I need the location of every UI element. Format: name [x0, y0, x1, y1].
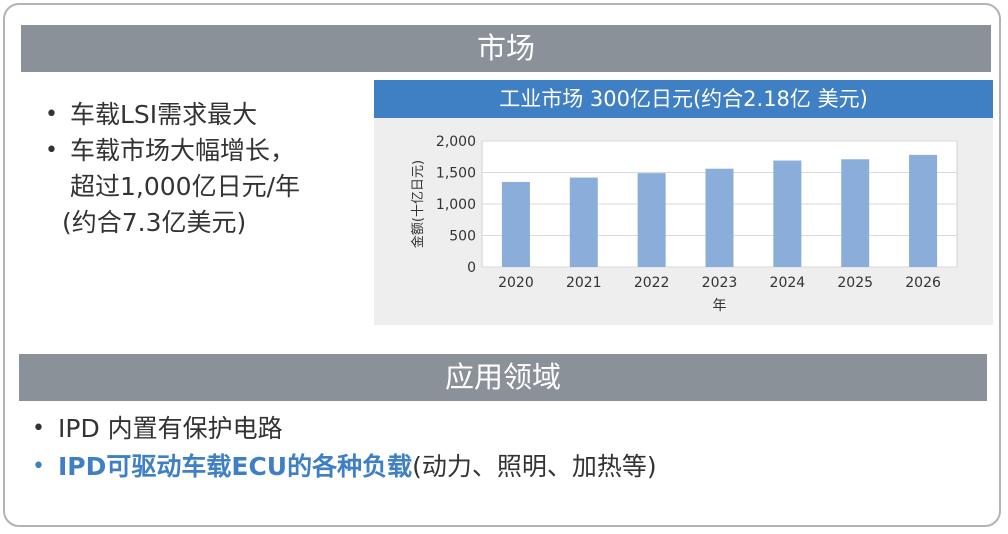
x-tick-label: 2024 [770, 275, 806, 291]
bar-2021 [569, 177, 598, 267]
market-bullet-2-line3: (约合7.3亿美元) [62, 208, 247, 237]
x-tick-label: 2021 [566, 275, 602, 291]
x-tick-label: 2025 [837, 275, 873, 291]
market-bullet-2-line2: 超过1,000亿日元/年 [70, 172, 300, 201]
bullet-dot: • [32, 454, 45, 479]
y-axis-label: 金额(十亿日元) [410, 160, 426, 248]
y-tick-label: 500 [449, 229, 476, 245]
bullet-dot: • [45, 138, 58, 163]
market-bullet-1-text: 车载LSI需求最大 [70, 100, 258, 129]
x-tick-label: 2023 [702, 275, 738, 291]
y-tick-label: 0 [467, 260, 476, 276]
applications-bullet-1: • IPD 内置有保护电路 [30, 410, 657, 448]
applications-bullet-2-highlight: IPD可驱动车载ECU的各种负载 [58, 452, 413, 481]
applications-bullet-2-rest: (动力、照明、加热等) [412, 452, 657, 481]
industrial-market-chart: 0 500 1,000 1,500 2,000 2020 2021 2022 2023 2024… [374, 80, 993, 325]
x-tick-label: 2022 [634, 275, 670, 291]
market-section-title: 市场 [21, 25, 991, 72]
x-tick-label: 2020 [498, 275, 534, 291]
bullet-dot: • [32, 416, 45, 441]
bar-2025 [841, 159, 870, 267]
y-axis-ticks: 0 500 1,000 1,500 2,000 [436, 134, 476, 276]
market-bullet-2: • 车载市场大幅增长， 超过1,000亿日元/年 (约合7.3亿美元) [40, 133, 300, 241]
x-axis-ticks: 2020 2021 2022 2023 2024 2025 2026 [498, 275, 941, 291]
applications-section-title: 应用领域 [19, 354, 987, 401]
market-bullet-1: • 车载LSI需求最大 [40, 97, 300, 133]
applications-bullet-list: • IPD 内置有保护电路 • IPD可驱动车载ECU的各种负载(动力、照明、加… [30, 410, 657, 486]
y-tick-label: 2,000 [436, 134, 476, 150]
bar-series [501, 154, 938, 267]
applications-bullet-2: • IPD可驱动车载ECU的各种负载(动力、照明、加热等) [30, 448, 657, 486]
y-tick-label: 1,000 [436, 197, 476, 213]
bar-2023 [705, 168, 734, 267]
chart-title: 工业市场 300亿日元(约合2.18亿 美元) [374, 80, 993, 118]
market-bullet-list: • 车载LSI需求最大 • 车载市场大幅增长， 超过1,000亿日元/年 (约合… [40, 97, 300, 241]
bar-2024 [773, 160, 802, 267]
bar-2026 [909, 154, 938, 267]
applications-bullet-2-text: IPD可驱动车载ECU的各种负载(动力、照明、加热等) [30, 448, 657, 486]
applications-bullet-1-text: IPD 内置有保护电路 [58, 414, 283, 443]
bar-2020 [501, 181, 530, 267]
bar-2022 [637, 173, 666, 267]
bullet-dot: • [45, 102, 58, 127]
x-axis-label: 年 [713, 298, 727, 314]
market-bullet-2-line1: 车载市场大幅增长， [70, 136, 296, 165]
x-tick-label: 2026 [905, 275, 941, 291]
chart-svg: 0 500 1,000 1,500 2,000 2020 2021 2022 2023 2024… [410, 134, 958, 314]
y-tick-label: 1,500 [436, 166, 476, 182]
